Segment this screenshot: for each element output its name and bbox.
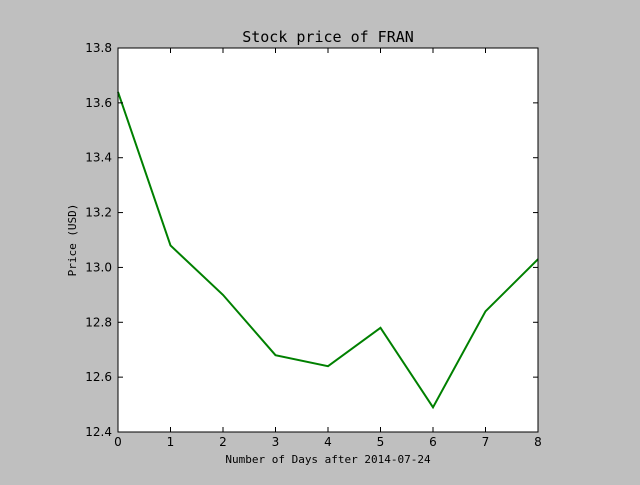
x-tick-label: 2 [219,435,227,449]
x-tick-label: 7 [482,435,490,449]
y-tick-label: 13.0 [85,260,112,274]
axis-ticks: 0 1 2 3 4 5 6 7 8 12.4 12.6 12.8 13.0 13.2 13.4 13.6 13.… [85,41,542,449]
y-tick-label: 12.4 [85,425,112,439]
x-tick-label: 4 [324,435,332,449]
y-tick-label: 12.8 [85,315,112,329]
x-tick-label: 3 [272,435,280,449]
x-axis-label: Number of Days after 2014-07-24 [225,453,431,466]
y-tick-label: 13.4 [85,151,112,165]
y-tick-label: 12.6 [85,370,112,384]
x-tick-label: 1 [167,435,175,449]
y-axis-label: Price (USD) [66,204,79,277]
x-tick-label: 6 [429,435,437,449]
x-tick-label: 0 [114,435,122,449]
y-tick-label: 13.6 [85,96,112,110]
series-line-0 [117,91,539,410]
y-tick-label: 13.8 [85,41,112,55]
y-tick-label: 13.2 [85,206,112,220]
x-tick-label: 8 [534,435,542,449]
chart-marks [117,91,539,410]
plot-area [118,48,538,432]
chart-title: Stock price of FRAN [242,28,414,46]
x-tick-label: 5 [377,435,385,449]
